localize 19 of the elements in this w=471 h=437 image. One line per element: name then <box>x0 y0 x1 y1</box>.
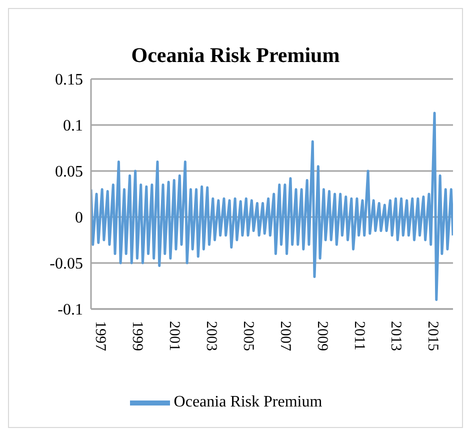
x-tick-label: 1999 <box>129 321 146 351</box>
y-tick-label: 0 <box>75 210 83 227</box>
y-tick-label: -0.05 <box>50 256 83 273</box>
x-tick-label: 2013 <box>388 321 404 351</box>
y-tick-label: -0.1 <box>58 302 83 319</box>
y-tick-label: 0.05 <box>55 164 83 181</box>
line-series <box>91 112 453 302</box>
x-tick-label: 2009 <box>314 321 330 351</box>
x-tick-label: 2003 <box>203 321 220 351</box>
x-tick-label: 2005 <box>240 321 256 351</box>
x-tick-label: 2007 <box>276 321 293 352</box>
chart-title: Oceania Risk Premium <box>130 43 341 69</box>
x-tick-label: 2001 <box>166 321 182 351</box>
x-tick-label: 2015 <box>424 321 441 351</box>
x-tick-label: 1997 <box>92 321 108 352</box>
x-tick-label: 2011 <box>350 321 367 350</box>
legend-label: Oceania Risk Premium <box>174 394 322 411</box>
y-tick-label: 0.15 <box>55 72 83 89</box>
y-tick-label: 0.1 <box>63 118 83 135</box>
